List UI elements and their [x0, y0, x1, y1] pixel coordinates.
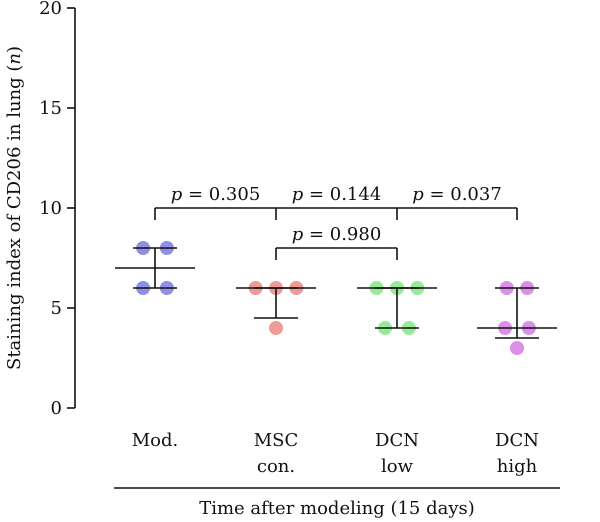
group-0: [115, 241, 195, 295]
category-label-line2: con.: [257, 456, 295, 477]
bracket-1: p = 0.980: [275, 224, 398, 260]
p-value-label: p = 0.037: [412, 184, 502, 205]
y-tick-label: 0: [51, 398, 62, 419]
x-axis-label: Time after modeling (15 days): [199, 498, 475, 519]
y-tick-label: 15: [39, 98, 62, 119]
p-value-label: p = 0.144: [292, 184, 382, 205]
y-tick-label: 5: [51, 298, 62, 319]
category-label: DCN: [495, 430, 539, 451]
category-label-line2: low: [381, 456, 414, 477]
group-1: [236, 281, 316, 335]
category-label: MSC: [254, 430, 299, 451]
comparison-brackets: p = 0.305 p = 0.144 p = 0.037 p = 0.980: [154, 184, 518, 260]
y-tick-label: 10: [39, 198, 62, 219]
axes: 0 5 10 15 20: [39, 0, 76, 419]
category-label: DCN: [375, 430, 419, 451]
p-value-label: p = 0.980: [292, 224, 382, 245]
data-point: [269, 321, 283, 335]
x-axis-labels: Mod. MSC con. DCN low DCN high Time after model…: [114, 430, 560, 519]
data-point: [510, 341, 524, 355]
y-axis-label: Staining index of CD206 in lung (n): [4, 46, 25, 370]
category-label-line2: high: [497, 456, 538, 477]
group-3: [477, 281, 557, 355]
category-label: Mod.: [132, 430, 179, 451]
data-groups: [115, 241, 557, 355]
bracket-0: p = 0.305 p = 0.144 p = 0.037: [154, 184, 518, 220]
group-2: [357, 281, 437, 335]
p-value-label: p = 0.305: [171, 184, 261, 205]
y-tick-label: 20: [39, 0, 62, 19]
